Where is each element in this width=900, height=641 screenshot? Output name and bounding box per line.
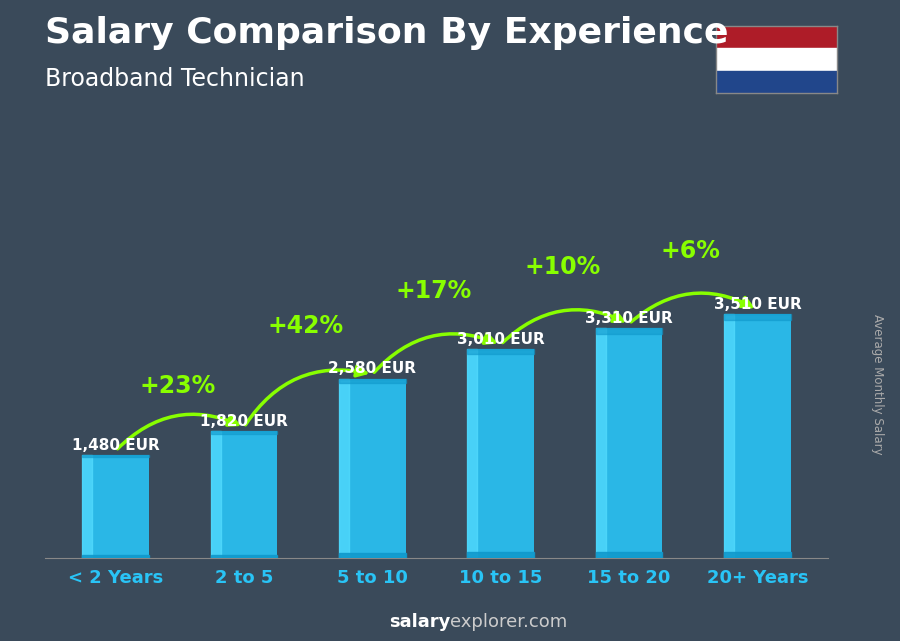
FancyArrowPatch shape: [246, 366, 365, 425]
Bar: [724, 314, 734, 558]
Bar: [596, 552, 662, 558]
Bar: [467, 349, 534, 354]
Bar: [716, 71, 837, 93]
Text: Average Monthly Salary: Average Monthly Salary: [871, 314, 884, 455]
FancyArrowPatch shape: [631, 293, 752, 322]
Text: +6%: +6%: [661, 240, 721, 263]
Text: 3,310 EUR: 3,310 EUR: [585, 311, 673, 326]
Text: 3,010 EUR: 3,010 EUR: [457, 331, 544, 347]
FancyArrowPatch shape: [503, 310, 623, 342]
Bar: [467, 349, 477, 558]
Bar: [716, 48, 837, 71]
Text: 2,580 EUR: 2,580 EUR: [328, 362, 417, 376]
Bar: [467, 553, 534, 558]
Bar: [82, 455, 92, 558]
Bar: [339, 378, 349, 558]
Bar: [596, 328, 662, 333]
Bar: [82, 455, 149, 558]
Bar: [211, 431, 220, 558]
Text: explorer.com: explorer.com: [450, 613, 567, 631]
Bar: [211, 431, 277, 558]
Bar: [211, 431, 277, 435]
Bar: [724, 314, 791, 558]
Bar: [82, 555, 149, 558]
Bar: [339, 378, 406, 383]
Bar: [82, 455, 149, 458]
Bar: [211, 554, 277, 558]
Bar: [596, 328, 606, 558]
Text: 3,510 EUR: 3,510 EUR: [714, 297, 801, 312]
Text: +42%: +42%: [267, 313, 344, 338]
Bar: [724, 314, 791, 320]
FancyArrowPatch shape: [118, 414, 238, 449]
Text: 1,480 EUR: 1,480 EUR: [72, 438, 159, 453]
Bar: [339, 553, 406, 558]
Text: +17%: +17%: [396, 279, 472, 303]
Text: +23%: +23%: [140, 374, 215, 399]
Text: 1,820 EUR: 1,820 EUR: [200, 414, 288, 429]
Text: +10%: +10%: [524, 256, 600, 279]
Bar: [339, 378, 406, 558]
Bar: [716, 26, 837, 48]
FancyArrowPatch shape: [374, 334, 494, 372]
Text: Broadband Technician: Broadband Technician: [45, 67, 304, 91]
Text: salary: salary: [389, 613, 450, 631]
Bar: [467, 349, 534, 558]
Bar: [724, 551, 791, 558]
Bar: [596, 328, 662, 558]
Text: Salary Comparison By Experience: Salary Comparison By Experience: [45, 16, 728, 50]
